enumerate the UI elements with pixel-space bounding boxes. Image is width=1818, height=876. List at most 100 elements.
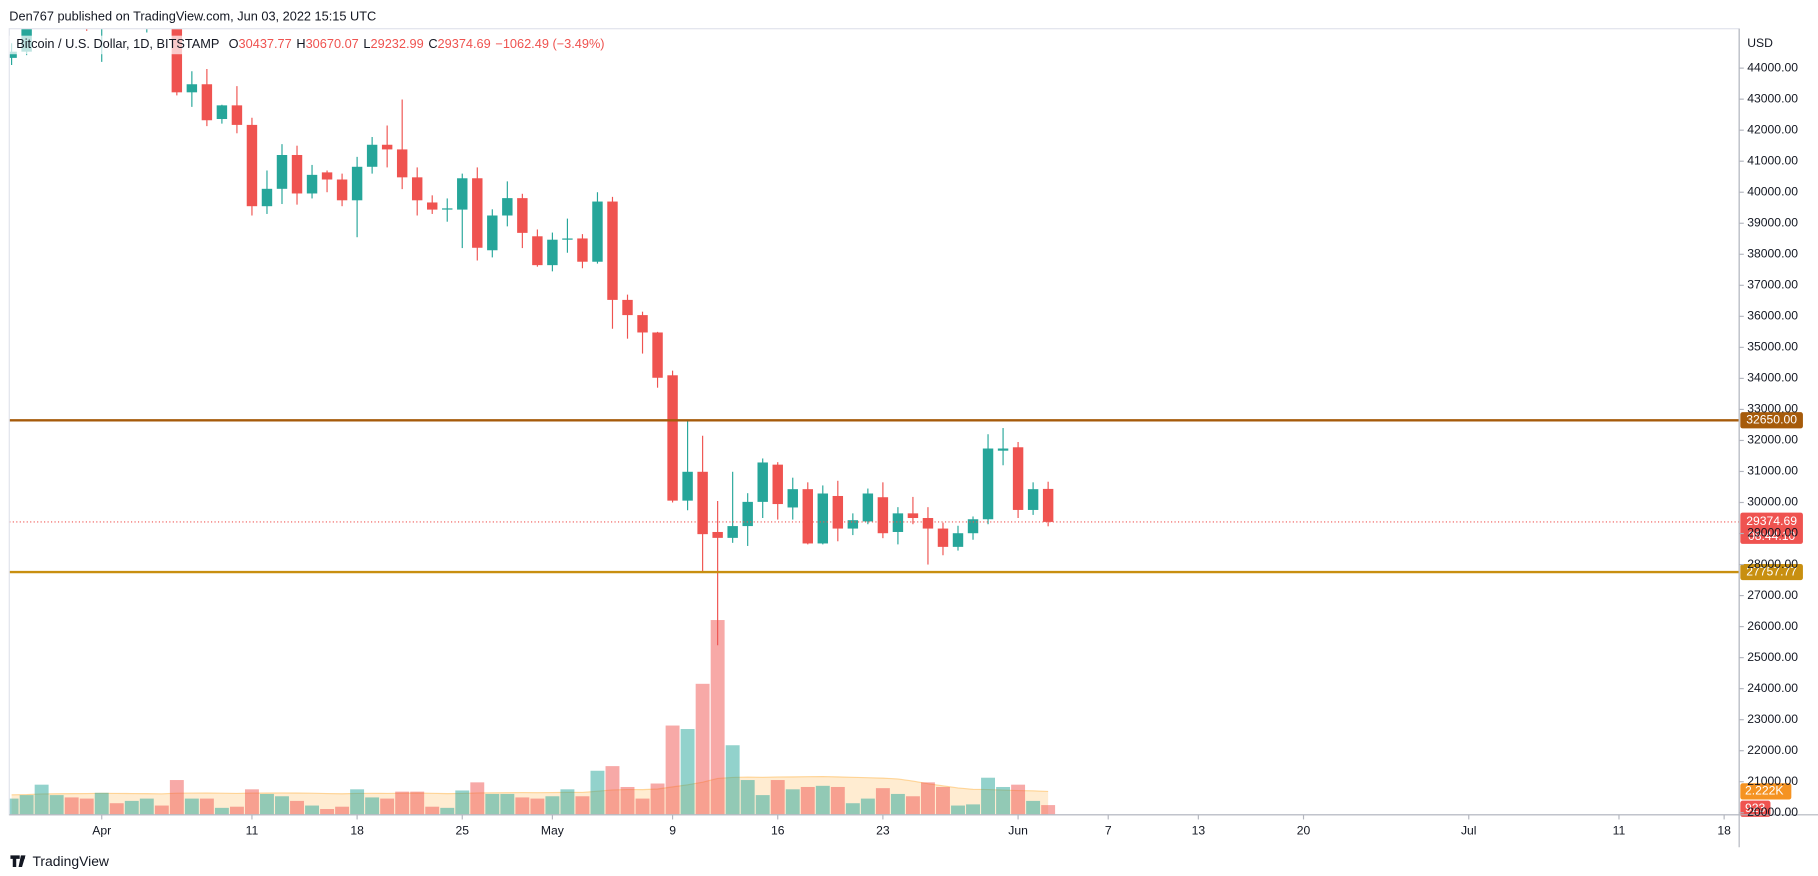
legend-title: Bitcoin / U.S. Dollar, 1D, BITSTAMP xyxy=(16,36,219,51)
y-tick-label: 29000.00 xyxy=(1747,526,1798,540)
volume-bar xyxy=(485,793,500,815)
candle-body xyxy=(982,448,994,520)
level-tag-label: 27757.77 xyxy=(1746,564,1797,578)
volume-bar xyxy=(860,798,875,815)
volume-bar xyxy=(410,791,425,815)
volume-bar xyxy=(635,798,650,815)
candle-body xyxy=(967,519,979,534)
volume-bar xyxy=(951,805,965,815)
legend-field-name: H xyxy=(296,36,305,51)
candle-body xyxy=(261,188,273,207)
x-tick-label: 9 xyxy=(669,823,676,837)
brand-logo-dot xyxy=(21,855,25,860)
x-tick-label: Jul xyxy=(1461,823,1477,837)
volume-bar xyxy=(470,782,485,815)
volume-bar xyxy=(620,786,635,815)
candle-body xyxy=(547,239,558,266)
volume-bar xyxy=(936,786,950,815)
y-tick-label: 39000.00 xyxy=(1747,215,1798,229)
candle-body xyxy=(907,513,919,519)
volume-bar xyxy=(425,806,440,815)
candle-body xyxy=(607,201,618,300)
volume-bar xyxy=(1026,800,1041,815)
candle-body xyxy=(9,51,17,58)
candle-body xyxy=(201,84,213,121)
volume-bar xyxy=(380,798,395,815)
volume-bar xyxy=(109,803,124,815)
legend-backdrop xyxy=(9,35,566,55)
legend-field-value: 30437.77 xyxy=(239,36,292,51)
volume-bar xyxy=(395,791,410,815)
countdown-label: 08:44:10 xyxy=(1748,529,1796,543)
candle-body xyxy=(366,144,378,167)
x-tick-label: Jun xyxy=(1008,823,1028,837)
y-tick-label: 41000.00 xyxy=(1747,153,1798,167)
volume-bar xyxy=(455,790,470,815)
volume-bar xyxy=(440,807,455,815)
candle-body xyxy=(952,533,964,547)
candle-body xyxy=(592,201,603,262)
level-tag xyxy=(1740,563,1803,581)
candle-body xyxy=(472,178,483,248)
y-tick-label: 34000.00 xyxy=(1747,371,1798,385)
candle-body xyxy=(442,208,453,210)
candle-body xyxy=(622,299,633,316)
volume-bar xyxy=(305,805,319,815)
candle-body xyxy=(246,124,258,207)
candle-body xyxy=(427,202,438,210)
volume-bar xyxy=(515,797,530,815)
x-tick-label: 11 xyxy=(246,823,259,837)
candle-body xyxy=(697,471,708,535)
level-tag-label: 32650.00 xyxy=(1746,412,1797,426)
last-price-label: 29374.69 xyxy=(1746,514,1797,528)
volume-ma-label: 2.222K xyxy=(1745,784,1784,798)
candle-body xyxy=(577,238,588,262)
legend-field-value: 29232.99 xyxy=(371,36,424,51)
candle-body xyxy=(381,144,393,150)
candle-pane xyxy=(9,28,1054,646)
y-tick-label: 22000.00 xyxy=(1747,743,1798,757)
candle-body xyxy=(396,149,408,178)
volume-bar xyxy=(695,683,710,815)
volume-bar xyxy=(996,786,1011,815)
volume-bar xyxy=(545,796,560,815)
y-tick-label: 38000.00 xyxy=(1747,247,1798,261)
candle-body xyxy=(231,105,243,125)
volume-bar xyxy=(244,789,259,815)
y-tick-label: 44000.00 xyxy=(1747,60,1798,74)
candle-body xyxy=(802,489,813,544)
candle-body xyxy=(1012,447,1024,510)
x-tick-label: 25 xyxy=(455,823,469,837)
candle-body xyxy=(772,464,783,505)
x-tick-label: 18 xyxy=(1717,823,1731,837)
volume-bar xyxy=(64,797,79,815)
y-tick-label: 30000.00 xyxy=(1747,495,1798,509)
candle-body xyxy=(276,154,288,189)
candle-body xyxy=(742,501,753,527)
footer: TradingView xyxy=(10,853,110,869)
candle-body xyxy=(892,513,904,532)
volume-label: 923 xyxy=(1745,801,1766,815)
legend-field-name: C xyxy=(428,36,437,51)
volume-bar xyxy=(890,793,905,815)
currency-label: USD xyxy=(1747,36,1773,50)
candle-body xyxy=(682,471,693,501)
volume-ma-line xyxy=(11,775,1049,796)
x-tick-label: 7 xyxy=(1105,823,1112,837)
x-tick-label: Apr xyxy=(92,823,111,837)
candle-body xyxy=(562,238,573,240)
y-tick-label: 37000.00 xyxy=(1747,278,1798,292)
volume-bar xyxy=(665,725,680,815)
volume-bar xyxy=(365,797,380,815)
volume-bar xyxy=(875,788,890,815)
volume-bar xyxy=(785,789,800,815)
candle-body xyxy=(186,84,198,93)
x-tick-label: 13 xyxy=(1192,823,1206,837)
candle-body xyxy=(321,172,333,180)
y-tick-label: 36000.00 xyxy=(1747,309,1798,323)
y-tick-label: 28000.00 xyxy=(1747,557,1798,571)
volume-bar xyxy=(920,782,935,815)
y-tick-label: 26000.00 xyxy=(1747,619,1798,633)
